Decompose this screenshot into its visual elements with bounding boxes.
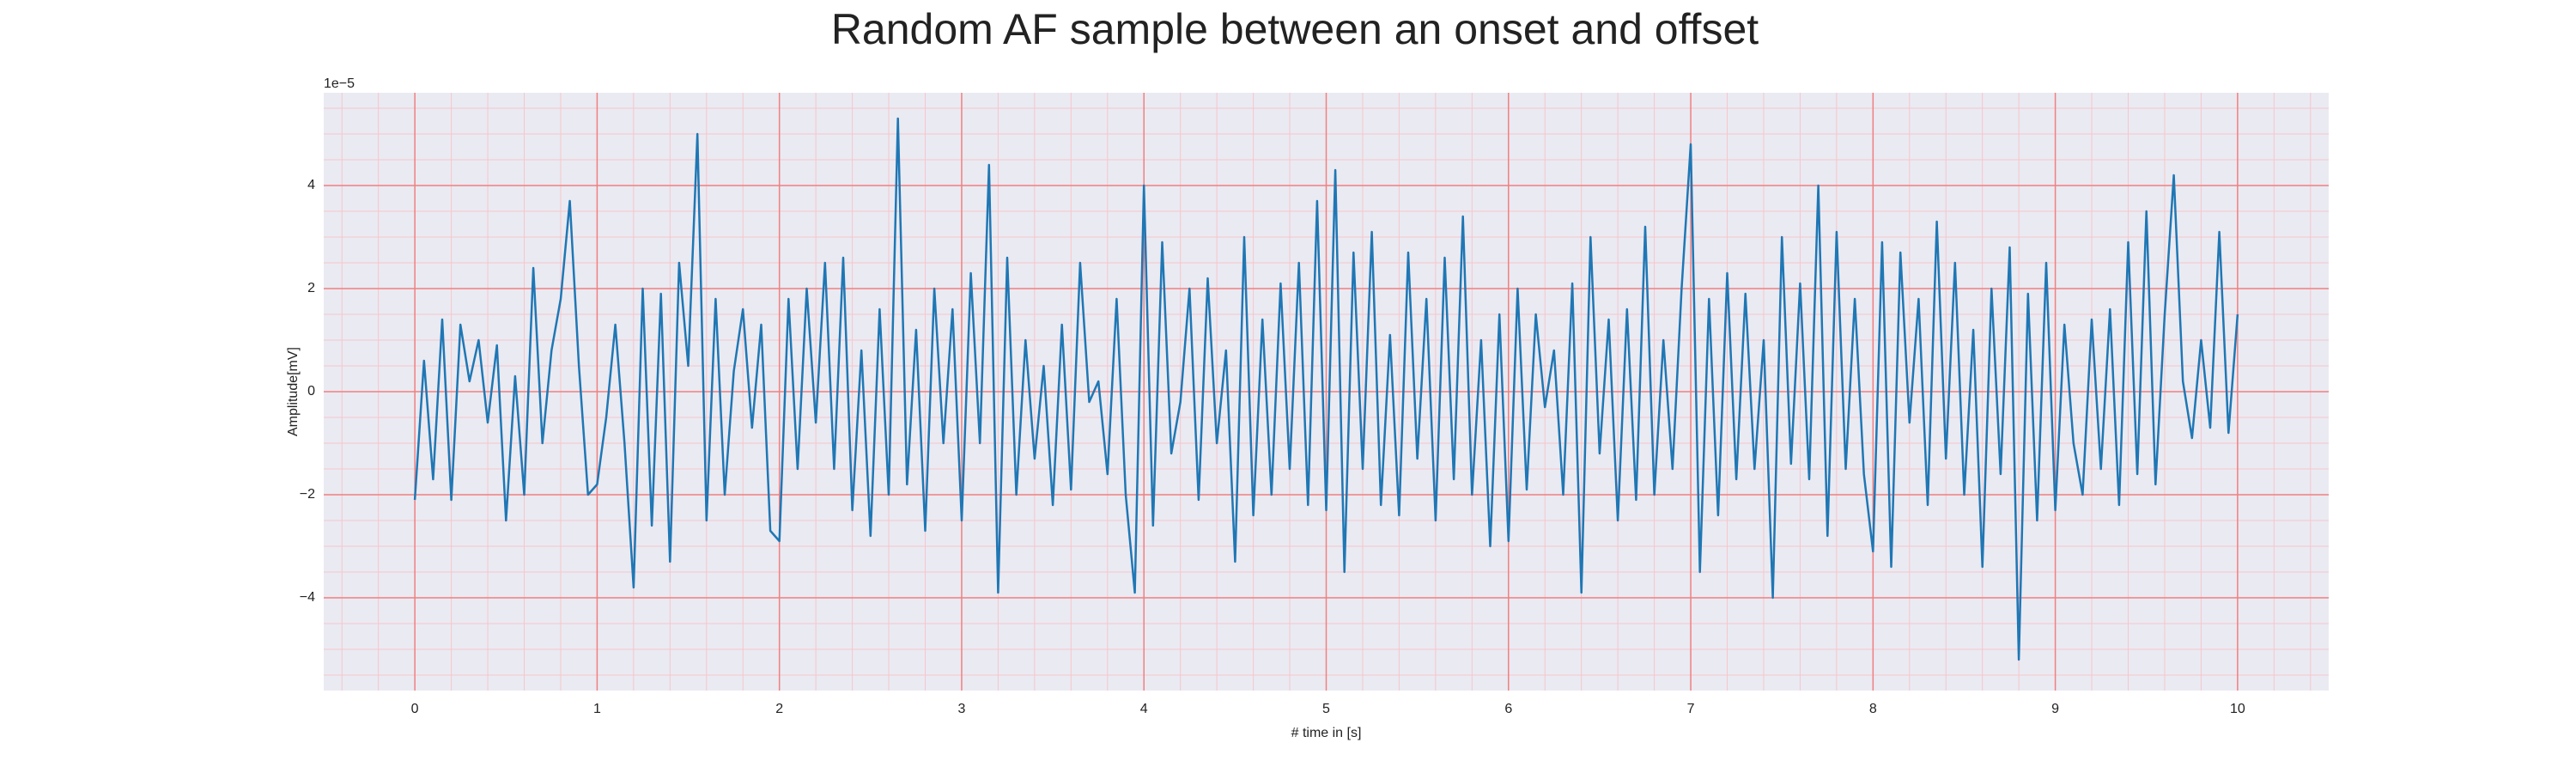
- y-tick-label: 4: [307, 178, 315, 192]
- x-axis-label: # time in [s]: [1291, 726, 1362, 740]
- x-tick-label: 0: [411, 702, 419, 716]
- x-tick-label: 5: [1322, 702, 1330, 716]
- y-axis-label: Amplitude[mV]: [286, 347, 301, 436]
- y-tick-label: 0: [307, 384, 315, 399]
- x-tick-label: 3: [958, 702, 966, 716]
- x-tick-label: 2: [775, 702, 783, 716]
- x-tick-label: 6: [1504, 702, 1512, 716]
- x-tick-label: 4: [1140, 702, 1148, 716]
- y-tick-label: −4: [300, 590, 315, 605]
- x-tick-label: 7: [1687, 702, 1695, 716]
- x-tick-label: 10: [2230, 702, 2245, 716]
- y-tick-label: −2: [300, 487, 315, 502]
- x-tick-label: 1: [593, 702, 601, 716]
- y-tick-label: 2: [307, 281, 315, 295]
- chart-title: Random AF sample between an onset and of…: [831, 5, 1759, 53]
- offset-text: 1e−5: [324, 76, 355, 91]
- x-tick-label: 9: [2051, 702, 2059, 716]
- signal-line: [413, 117, 2239, 661]
- x-tick-label: 8: [1869, 702, 1877, 716]
